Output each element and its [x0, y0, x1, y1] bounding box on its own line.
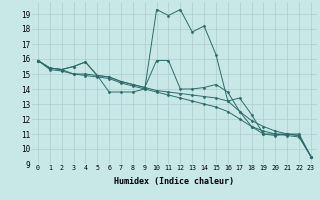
X-axis label: Humidex (Indice chaleur): Humidex (Indice chaleur)	[115, 177, 234, 186]
